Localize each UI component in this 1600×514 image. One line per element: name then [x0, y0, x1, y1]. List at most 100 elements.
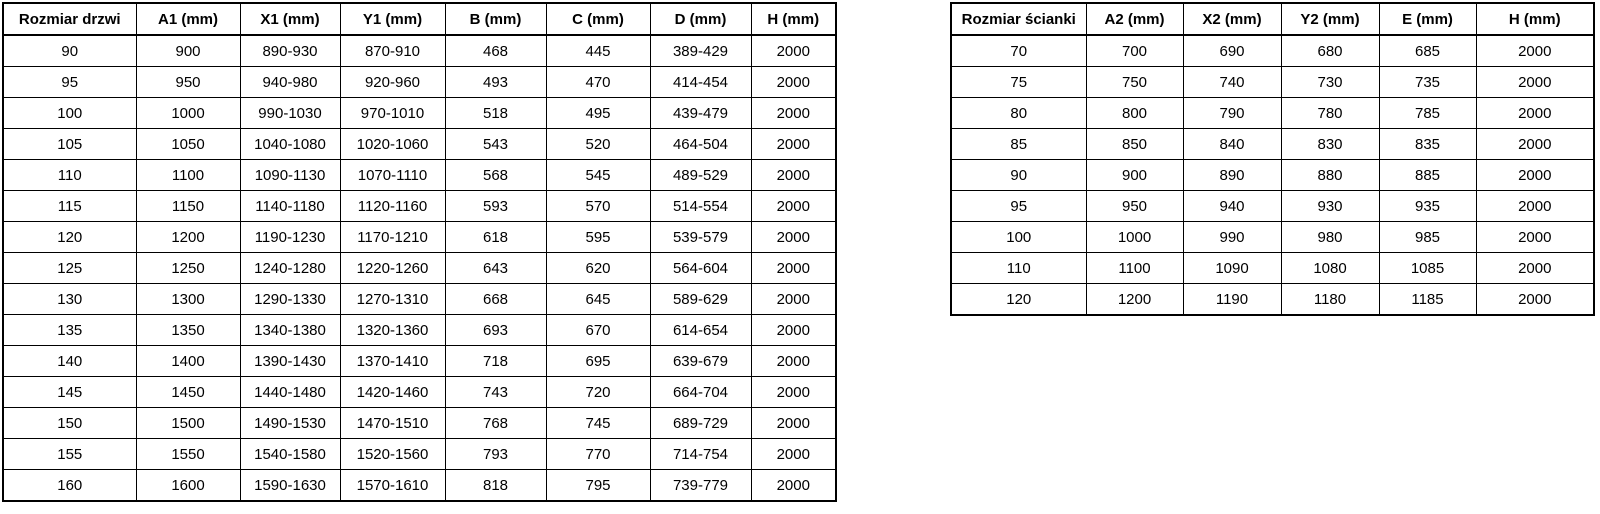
- table-cell: 1185: [1378, 283, 1477, 316]
- table-cell: 2000: [750, 252, 837, 284]
- table-cell: 940-980: [239, 66, 341, 98]
- table-cell: 668: [444, 283, 547, 315]
- table-cell: 750: [1085, 66, 1184, 98]
- table-cell: 2000: [750, 283, 837, 315]
- table-cell: 980: [1280, 221, 1380, 253]
- table-cell: 1180: [1280, 283, 1380, 316]
- table-cell: 1450: [135, 376, 241, 408]
- column-header: Y1 (mm): [339, 2, 446, 36]
- table-cell: 110: [950, 252, 1087, 284]
- table-cell: 714-754: [649, 438, 752, 470]
- table-cell: 1590-1630: [239, 469, 341, 502]
- table-cell: 1090: [1182, 252, 1282, 284]
- table-cell: 90: [2, 34, 137, 67]
- table-cell: 1390-1430: [239, 345, 341, 377]
- table-cell: 643: [444, 252, 547, 284]
- table-cell: 1190: [1182, 283, 1282, 316]
- table-cell: 730: [1280, 66, 1380, 98]
- column-header: H (mm): [1475, 2, 1595, 36]
- table-cell: 785: [1378, 97, 1477, 129]
- table-cell: 2000: [1475, 159, 1595, 191]
- column-header: Rozmiar ścianki: [950, 2, 1087, 36]
- table-cell: 135: [2, 314, 137, 346]
- table-cell: 140: [2, 345, 137, 377]
- table-cell: 1020-1060: [339, 128, 446, 160]
- table-cell: 885: [1378, 159, 1477, 191]
- table-cell: 518: [444, 97, 547, 129]
- table-cell: 614-654: [649, 314, 752, 346]
- table-cell: 1300: [135, 283, 241, 315]
- table-row: 155 1550 1540-1580 1520-1560 793 770 714-754 20…: [2, 438, 837, 470]
- table-cell: 1170-1210: [339, 221, 446, 253]
- table-row: 110 1100 1090-1130 1070-1110 568 545 489-529 20…: [2, 159, 837, 191]
- table-cell: 930: [1280, 190, 1380, 222]
- table-cell: 695: [545, 345, 651, 377]
- table-cell: 1000: [1085, 221, 1184, 253]
- table-cell: 1140-1180: [239, 190, 341, 222]
- table-cell: 545: [545, 159, 651, 191]
- table-cell: 793: [444, 438, 547, 470]
- column-header: A1 (mm): [135, 2, 241, 36]
- table-cell: 439-479: [649, 97, 752, 129]
- table-cell: 720: [545, 376, 651, 408]
- table-cell: 745: [545, 407, 651, 439]
- column-header: A2 (mm): [1085, 2, 1184, 36]
- table-cell: 830: [1280, 128, 1380, 160]
- table-cell: 639-679: [649, 345, 752, 377]
- table-cell: 445: [545, 34, 651, 67]
- table-cell: 1000: [135, 97, 241, 129]
- table-cell: 543: [444, 128, 547, 160]
- table-cell: 1120-1160: [339, 190, 446, 222]
- wall-size-table: Rozmiar ścianki A2 (mm) X2 (mm) Y2 (mm) E (m…: [950, 2, 1595, 316]
- table-cell: 2000: [1475, 221, 1595, 253]
- table-row: 95 950 940-980 920-960 493 470 414-454 2000: [2, 66, 837, 98]
- table-cell: 2000: [750, 66, 837, 98]
- table-cell: 970-1010: [339, 97, 446, 129]
- table-cell: 718: [444, 345, 547, 377]
- table-cell: 670: [545, 314, 651, 346]
- table-cell: 743: [444, 376, 547, 408]
- table-cell: 768: [444, 407, 547, 439]
- table-cell: 850: [1085, 128, 1184, 160]
- table-cell: 414-454: [649, 66, 752, 98]
- column-header: D (mm): [649, 2, 752, 36]
- table-cell: 870-910: [339, 34, 446, 67]
- table-cell: 2000: [1475, 34, 1595, 67]
- table-cell: 2000: [750, 407, 837, 439]
- table-cell: 1350: [135, 314, 241, 346]
- table-cell: 110: [2, 159, 137, 191]
- table-cell: 790: [1182, 97, 1282, 129]
- table-cell: 100: [950, 221, 1087, 253]
- table-cell: 840: [1182, 128, 1282, 160]
- table-cell: 90: [950, 159, 1087, 191]
- table-cell: 100: [2, 97, 137, 129]
- table-cell: 835: [1378, 128, 1477, 160]
- table-cell: 735: [1378, 66, 1477, 98]
- table-cell: 1080: [1280, 252, 1380, 284]
- table-row: 85 850 840 830 835 2000: [950, 128, 1595, 160]
- table-cell: 1500: [135, 407, 241, 439]
- table-cell: 1240-1280: [239, 252, 341, 284]
- table-cell: 95: [950, 190, 1087, 222]
- table-cell: 1370-1410: [339, 345, 446, 377]
- table-cell: 80: [950, 97, 1087, 129]
- table-cell: 595: [545, 221, 651, 253]
- table-cell: 520: [545, 128, 651, 160]
- table-cell: 1100: [1085, 252, 1184, 284]
- table-cell: 464-504: [649, 128, 752, 160]
- table-cell: 2000: [750, 438, 837, 470]
- table-cell: 539-579: [649, 221, 752, 253]
- table-cell: 120: [2, 221, 137, 253]
- table-row: 105 1050 1040-1080 1020-1060 543 520 464-504 20…: [2, 128, 837, 160]
- table-cell: 1200: [135, 221, 241, 253]
- table-cell: 593: [444, 190, 547, 222]
- table-cell: 1420-1460: [339, 376, 446, 408]
- table-cell: 1040-1080: [239, 128, 341, 160]
- table-cell: 739-779: [649, 469, 752, 502]
- table-cell: 2000: [1475, 97, 1595, 129]
- table-cell: 2000: [1475, 66, 1595, 98]
- table-cell: 1320-1360: [339, 314, 446, 346]
- table-cell: 685: [1378, 34, 1477, 67]
- table-cell: 1150: [135, 190, 241, 222]
